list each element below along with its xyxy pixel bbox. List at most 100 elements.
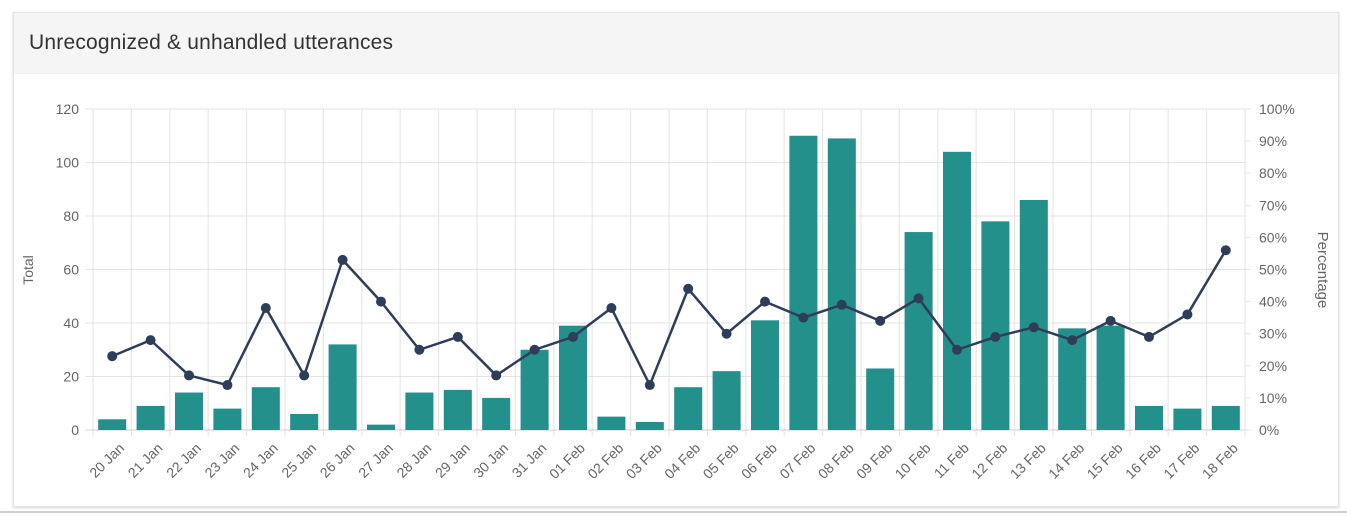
x-tick-label: 11 Feb bbox=[931, 440, 973, 482]
bar bbox=[1134, 405, 1164, 430]
line-point bbox=[1105, 315, 1116, 326]
right-tick-label: 70% bbox=[1259, 197, 1287, 213]
bar bbox=[981, 221, 1010, 430]
line-point bbox=[568, 331, 578, 342]
bar bbox=[482, 397, 511, 430]
bar bbox=[366, 424, 396, 430]
x-tick-label: 04 Feb bbox=[661, 440, 703, 482]
right-tick-label: 60% bbox=[1259, 229, 1287, 245]
line-point bbox=[836, 299, 847, 310]
x-tick-label: 01 Feb bbox=[546, 440, 588, 482]
bar bbox=[558, 325, 588, 430]
line-point bbox=[913, 293, 924, 304]
x-tick-label: 15 Feb bbox=[1084, 440, 1126, 482]
x-tick-label: 29 Jan bbox=[432, 440, 473, 481]
line-point bbox=[376, 296, 386, 307]
left-axis-title: Total bbox=[20, 255, 36, 285]
bar bbox=[1211, 405, 1240, 430]
bar bbox=[750, 320, 780, 430]
bar bbox=[251, 387, 280, 430]
bar bbox=[98, 419, 127, 430]
line-point bbox=[875, 315, 886, 326]
x-tick-label: 25 Jan bbox=[278, 440, 319, 481]
card-title: Unrecognized & unhandled utterances bbox=[29, 31, 394, 54]
x-tick-label: 20 Jan bbox=[86, 440, 127, 481]
x-tick-label: 30 Jan bbox=[470, 440, 511, 481]
line-point bbox=[184, 370, 194, 381]
right-tick-label: 30% bbox=[1259, 326, 1287, 342]
bar bbox=[1019, 199, 1048, 430]
line-point bbox=[606, 303, 617, 314]
line-point bbox=[222, 380, 233, 391]
x-tick-label: 03 Feb bbox=[623, 440, 665, 482]
bar bbox=[866, 368, 895, 430]
line-point bbox=[721, 328, 732, 339]
x-tick-label: 06 Feb bbox=[738, 440, 780, 482]
bar bbox=[520, 349, 549, 430]
line-point bbox=[760, 296, 770, 307]
bar bbox=[443, 389, 472, 430]
x-tick-label: 27 Jan bbox=[355, 440, 396, 481]
line-point bbox=[145, 335, 156, 346]
line-point bbox=[452, 331, 463, 342]
right-tick-label: 20% bbox=[1259, 358, 1287, 374]
x-tick-label: 14 Feb bbox=[1045, 440, 1087, 482]
left-tick-label: 0 bbox=[71, 422, 79, 438]
x-tick-label: 13 Feb bbox=[1007, 440, 1049, 482]
bar bbox=[328, 344, 357, 430]
left-tick-label: 40 bbox=[63, 315, 79, 331]
x-tick-label: 26 Jan bbox=[317, 440, 358, 481]
right-axis-title: Percentage bbox=[1314, 232, 1331, 309]
left-tick-label: 100 bbox=[56, 155, 80, 171]
left-tick-label: 80 bbox=[63, 208, 79, 224]
line-point bbox=[1220, 245, 1231, 256]
line-point bbox=[1067, 335, 1078, 346]
grid-layer bbox=[85, 108, 1251, 436]
line-point bbox=[491, 370, 502, 381]
bar bbox=[942, 151, 972, 431]
bar-layer bbox=[98, 135, 1240, 431]
x-tick-label: 10 Feb bbox=[892, 440, 934, 482]
percentage-line bbox=[111, 249, 1227, 387]
line-point bbox=[1144, 331, 1154, 342]
x-tick-label: 16 Feb bbox=[1122, 440, 1164, 482]
x-tick-label: 28 Jan bbox=[393, 440, 434, 481]
bottom-rule bbox=[0, 511, 1347, 513]
right-tick-label: 0% bbox=[1259, 422, 1279, 438]
bar bbox=[213, 408, 242, 430]
bar bbox=[904, 232, 933, 430]
bar bbox=[1173, 408, 1202, 430]
x-tick-label: 23 Jan bbox=[201, 440, 242, 481]
right-tick-label: 40% bbox=[1259, 294, 1287, 310]
line-layer bbox=[107, 245, 1231, 391]
line-point bbox=[952, 344, 962, 355]
x-tick-label: 05 Feb bbox=[700, 440, 742, 482]
bar bbox=[789, 135, 818, 430]
bar bbox=[174, 392, 204, 430]
bar bbox=[635, 421, 664, 430]
x-tick-label: 07 Feb bbox=[776, 440, 818, 482]
left-tick-label: 60 bbox=[63, 262, 79, 278]
bar bbox=[712, 371, 741, 430]
line-point bbox=[1028, 322, 1039, 333]
bar bbox=[827, 138, 856, 431]
right-tick-label: 100% bbox=[1259, 101, 1295, 117]
x-tick-label: 31 Jan bbox=[509, 440, 550, 481]
x-tick-label: 21 Jan bbox=[125, 440, 166, 481]
card-header: Unrecognized & unhandled utterances bbox=[14, 13, 1338, 74]
bar bbox=[597, 416, 626, 430]
bar bbox=[136, 405, 165, 430]
line-point bbox=[414, 344, 425, 355]
line-point bbox=[683, 283, 694, 294]
line-point bbox=[990, 331, 1001, 342]
bar bbox=[674, 387, 703, 430]
line-point bbox=[644, 380, 655, 391]
x-tick-label: 24 Jan bbox=[240, 440, 281, 481]
x-tick-label: 18 Feb bbox=[1199, 440, 1241, 482]
x-tick-label: 22 Jan bbox=[163, 440, 204, 481]
x-tick-label: 02 Feb bbox=[584, 440, 626, 482]
x-tick-label: 12 Feb bbox=[968, 440, 1010, 482]
left-tick-label: 20 bbox=[63, 369, 79, 385]
